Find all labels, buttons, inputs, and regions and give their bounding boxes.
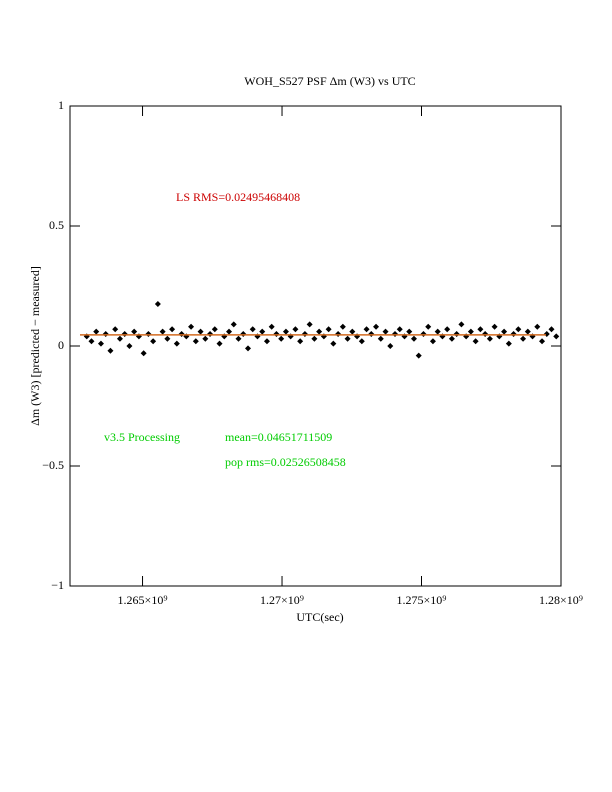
- data-point: [491, 323, 498, 330]
- data-point: [278, 335, 285, 342]
- annotation: LS RMS=0.02495468408: [176, 190, 300, 204]
- data-point: [539, 338, 546, 345]
- data-point: [263, 338, 270, 345]
- data-point: [211, 326, 218, 333]
- data-point: [434, 328, 441, 335]
- data-point: [268, 323, 275, 330]
- data-point: [150, 338, 157, 345]
- data-point: [311, 335, 318, 342]
- data-point: [235, 335, 242, 342]
- data-point: [515, 326, 522, 333]
- data-point: [244, 345, 251, 352]
- data-point: [486, 335, 493, 342]
- data-point: [306, 321, 313, 328]
- data-point: [140, 350, 147, 357]
- x-tick-label: 1.275×10⁹: [397, 593, 447, 607]
- data-point: [524, 328, 531, 335]
- data-point: [126, 343, 133, 349]
- data-point: [377, 335, 384, 342]
- y-tick-label: 0.5: [49, 218, 64, 232]
- data-point: [131, 328, 138, 335]
- data-point: [112, 326, 119, 333]
- data-point: [396, 326, 403, 333]
- data-point: [534, 323, 541, 330]
- data-point: [339, 323, 346, 330]
- data-point: [358, 338, 365, 345]
- data-point: [197, 328, 204, 335]
- data-point: [188, 323, 195, 330]
- data-point: [477, 326, 484, 333]
- data-point: [88, 338, 95, 345]
- data-point: [444, 326, 451, 333]
- data-point: [472, 338, 479, 345]
- y-tick-label: −0.5: [42, 458, 64, 472]
- data-point: [467, 328, 474, 335]
- data-point: [373, 323, 380, 330]
- data-point: [259, 328, 266, 335]
- y-tick-label: −1: [51, 578, 64, 592]
- x-tick-label: 1.265×10⁹: [118, 593, 168, 607]
- y-tick-label: 0: [58, 338, 64, 352]
- data-point: [425, 323, 432, 330]
- data-point: [316, 328, 323, 335]
- data-point: [173, 340, 180, 347]
- data-point: [116, 335, 123, 342]
- data-point: [520, 335, 527, 342]
- data-point: [192, 338, 199, 345]
- data-point: [410, 335, 417, 342]
- data-point: [97, 340, 104, 347]
- data-point: [505, 340, 512, 347]
- data-point: [415, 352, 422, 359]
- y-axis-label: Δm (W3) [predicted − measured]: [28, 266, 42, 426]
- data-point: [363, 326, 370, 333]
- data-point: [164, 335, 171, 342]
- data-point: [330, 340, 337, 347]
- x-tick-label: 1.28×10⁹: [539, 593, 583, 607]
- annotation: v3.5 Processing: [104, 430, 180, 444]
- data-point: [169, 326, 176, 333]
- data-point: [325, 326, 332, 333]
- data-point: [553, 333, 560, 340]
- data-point: [249, 326, 256, 333]
- data-point: [501, 328, 508, 335]
- data-point: [448, 335, 455, 342]
- data-point: [202, 335, 209, 342]
- data-point: [429, 338, 436, 345]
- data-point: [226, 328, 233, 335]
- data-point: [297, 338, 304, 345]
- data-point: [349, 328, 356, 335]
- data-point: [344, 335, 351, 342]
- data-point: [230, 321, 237, 328]
- annotation: pop rms=0.02526508458: [225, 455, 346, 469]
- data-point: [406, 328, 413, 335]
- data-point: [282, 328, 289, 335]
- annotation: mean=0.04651711509: [225, 430, 332, 444]
- data-point: [154, 301, 161, 307]
- chart-title: WOH_S527 PSF Δm (W3) vs UTC: [244, 74, 415, 88]
- data-point: [458, 321, 465, 328]
- data-point: [382, 328, 389, 335]
- x-tick-label: 1.27×10⁹: [260, 593, 304, 607]
- data-point: [387, 343, 394, 349]
- y-tick-label: 1: [58, 98, 64, 112]
- data-point: [548, 326, 555, 333]
- data-point: [216, 340, 223, 347]
- data-point: [93, 328, 100, 335]
- data-point: [292, 326, 299, 333]
- x-axis-label: UTC(sec): [296, 610, 343, 624]
- data-point: [107, 347, 114, 354]
- data-point: [159, 328, 166, 335]
